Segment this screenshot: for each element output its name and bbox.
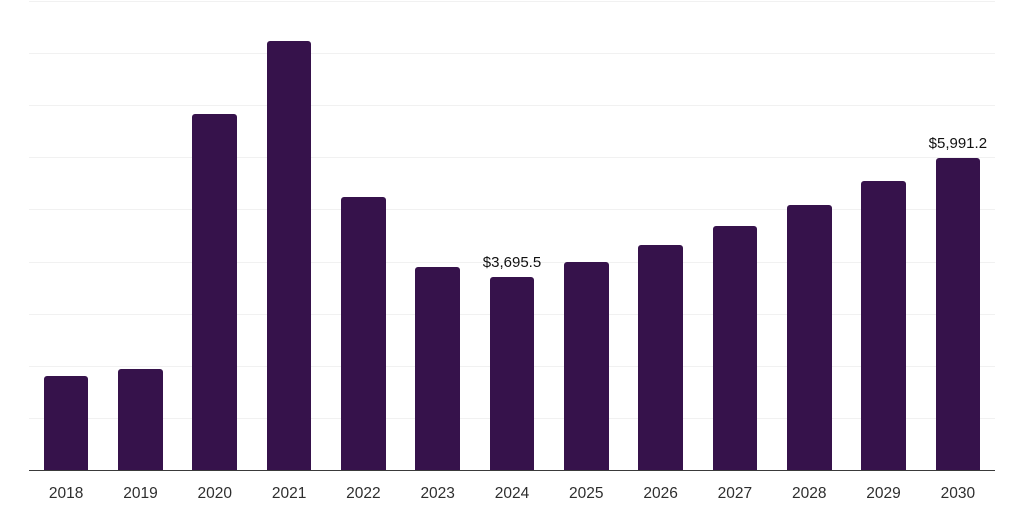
gridline-8000 — [29, 53, 995, 55]
bar-2024 — [489, 277, 535, 470]
x-axis-label-2030: 2030 — [940, 485, 976, 502]
x-axis-label-2021: 2021 — [271, 485, 307, 502]
bar-2027 — [712, 225, 758, 470]
x-axis-label-2018: 2018 — [48, 485, 84, 502]
bar-2026 — [638, 245, 683, 470]
x-axis-label-2024: 2024 — [494, 485, 530, 502]
bar-2023 — [415, 266, 460, 470]
bar-2030 — [935, 157, 981, 470]
gridline-5000 — [29, 209, 995, 211]
bar-2018 — [43, 375, 89, 470]
gridline-9000 — [29, 1, 995, 2]
bar-2019 — [118, 368, 163, 470]
x-axis-label-2025: 2025 — [569, 485, 604, 502]
bar-2025 — [564, 262, 609, 470]
x-axis-label-2022: 2022 — [346, 485, 381, 502]
bar-2028 — [786, 204, 832, 470]
x-axis-label-2029: 2029 — [866, 485, 901, 502]
x-axis-label-2028: 2028 — [791, 485, 827, 502]
bar-2020 — [192, 114, 238, 470]
x-axis-label-2026: 2026 — [643, 485, 678, 502]
bar-value-label-2030: $5,991.2 — [928, 134, 988, 152]
x-axis-label-2023: 2023 — [420, 485, 455, 502]
gridline-7000 — [29, 105, 995, 107]
plot-area: $3,695.5 $5,991.2 — [29, 1, 995, 471]
gridline-6000 — [29, 157, 995, 159]
bar-2029 — [861, 181, 906, 470]
gridline-4000 — [29, 261, 995, 263]
x-axis-label-2020: 2020 — [197, 485, 232, 502]
x-axis-label-2019: 2019 — [123, 485, 158, 502]
bar-value-label-2024: $3,695.5 — [482, 254, 542, 272]
bar-2022 — [341, 197, 386, 470]
x-axis-label-2027: 2027 — [717, 485, 753, 502]
bar-2021 — [266, 40, 312, 470]
